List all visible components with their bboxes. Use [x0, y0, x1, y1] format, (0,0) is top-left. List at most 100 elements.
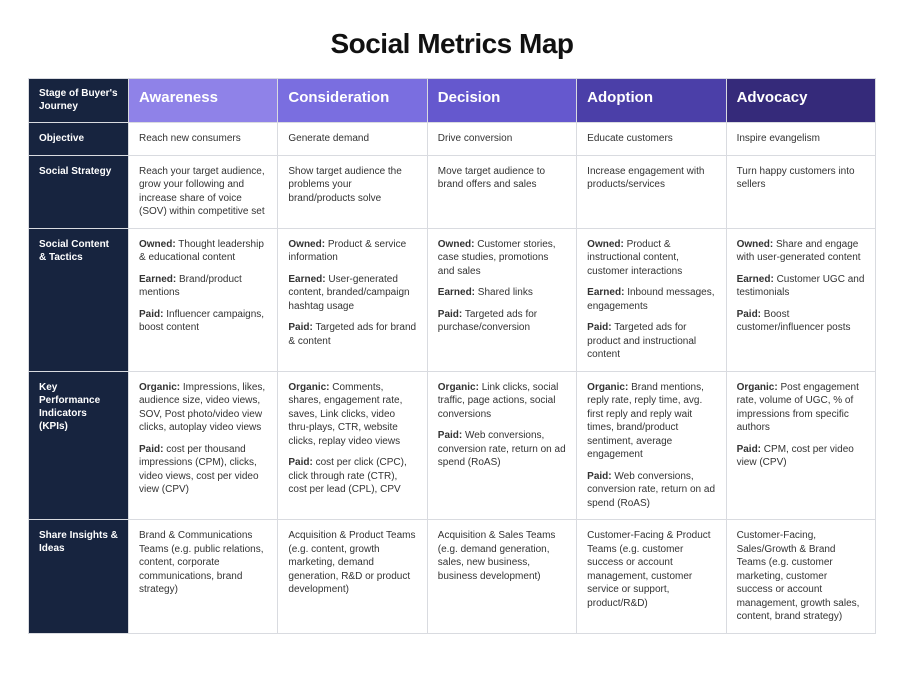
cell-kpis-awareness: Organic: Impressions, likes, audience si…: [129, 371, 278, 520]
cell-share-insights-awareness: Brand & Communications Teams (e.g. publi…: [129, 520, 278, 634]
cell-segment: Organic: Brand mentions, reply rate, rep…: [587, 381, 715, 462]
segment-text: Brand mentions, reply rate, reply time, …: [587, 382, 704, 461]
segment-label: Paid:: [737, 444, 761, 455]
cell-segment: Paid: Influencer campaigns, boost conten…: [139, 308, 267, 335]
cell-segment: Customer-Facing & Product Teams (e.g. cu…: [587, 529, 715, 610]
cell-social-strategy-advocacy: Turn happy customers into sellers: [726, 155, 875, 228]
segment-label: Earned:: [139, 274, 176, 285]
segment-label: Owned:: [587, 239, 624, 250]
cell-segment: Organic: Impressions, likes, audience si…: [139, 381, 267, 435]
cell-segment: Paid: Boost customer/influencer posts: [737, 308, 865, 335]
table-row: Key Performance Indicators (KPIs)Organic…: [29, 371, 876, 520]
cell-segment: Owned: Thought leadership & educational …: [139, 238, 267, 265]
cell-share-insights-decision: Acquisition & Sales Teams (e.g. demand g…: [427, 520, 576, 634]
segment-label: Paid:: [587, 322, 611, 333]
cell-objective-consideration: Generate demand: [278, 123, 427, 156]
segment-label: Paid:: [438, 309, 462, 320]
cell-social-strategy-consideration: Show target audience the problems your b…: [278, 155, 427, 228]
cell-share-insights-adoption: Customer-Facing & Product Teams (e.g. cu…: [577, 520, 726, 634]
cell-share-insights-advocacy: Customer-Facing, Sales/Growth & Brand Te…: [726, 520, 875, 634]
cell-segment: Earned: Customer UGC and testimonials: [737, 273, 865, 300]
cell-segment: Owned: Customer stories, case studies, p…: [438, 238, 566, 279]
cell-social-strategy-awareness: Reach your target audience, grow your fo…: [129, 155, 278, 228]
cell-social-content-tactics-decision: Owned: Customer stories, case studies, p…: [427, 228, 576, 371]
row-header-objective: Objective: [29, 123, 129, 156]
cell-segment: Turn happy customers into sellers: [737, 165, 865, 192]
table-corner: Stage of Buyer's Journey: [29, 79, 129, 123]
cell-segment: Earned: User-generated content, branded/…: [288, 273, 416, 314]
segment-label: Organic:: [438, 382, 479, 393]
cell-segment: Owned: Share and engage with user-genera…: [737, 238, 865, 265]
cell-segment: Paid: Web conversions, conversion rate, …: [438, 429, 566, 470]
page-title: Social Metrics Map: [28, 28, 876, 60]
cell-segment: Educate customers: [587, 132, 715, 146]
segment-label: Paid:: [737, 309, 761, 320]
segment-label: Earned:: [288, 274, 325, 285]
table-row: Social Content & Tactics Owned: Thought l…: [29, 228, 876, 371]
segment-label: Organic:: [587, 382, 628, 393]
segment-label: Paid:: [587, 471, 611, 482]
cell-segment: Paid: Targeted ads for product and instr…: [587, 321, 715, 362]
cell-segment: Reach your target audience, grow your fo…: [139, 165, 267, 219]
cell-segment: Generate demand: [288, 132, 416, 146]
cell-segment: Paid: Targeted ads for brand & content: [288, 321, 416, 348]
cell-segment: Show target audience the problems your b…: [288, 165, 416, 206]
cell-objective-decision: Drive conversion: [427, 123, 576, 156]
cell-segment: Earned: Inbound messages, engagements: [587, 286, 715, 313]
table-row: Objective Reach new consumers Generate dem…: [29, 123, 876, 156]
cell-objective-awareness: Reach new consumers: [129, 123, 278, 156]
cell-segment: Organic: Link clicks, social traffic, pa…: [438, 381, 566, 422]
cell-social-content-tactics-consideration: Owned: Product & service information Earn…: [278, 228, 427, 371]
segment-text: Increase engagement with products/servic…: [587, 166, 704, 191]
segment-label: Owned:: [288, 239, 325, 250]
cell-segment: Paid: Targeted ads for purchase/conversi…: [438, 308, 566, 335]
segment-text: Turn happy customers into sellers: [737, 166, 855, 191]
segment-label: Organic:: [288, 382, 329, 393]
row-header-social-strategy: Social Strategy: [29, 155, 129, 228]
segment-label: Owned:: [139, 239, 176, 250]
cell-segment: Paid: cost per click (CPC), click throug…: [288, 456, 416, 497]
cell-segment: Brand & Communications Teams (e.g. publi…: [139, 529, 267, 597]
segment-label: Paid:: [288, 322, 312, 333]
cell-segment: Organic: Comments, shares, engagement ra…: [288, 381, 416, 449]
segment-label: Paid:: [438, 430, 462, 441]
segment-text: Acquisition & Sales Teams (e.g. demand g…: [438, 530, 556, 582]
cell-segment: Earned: Brand/product mentions: [139, 273, 267, 300]
segment-text: Inspire evangelism: [737, 133, 820, 144]
cell-social-content-tactics-advocacy: Owned: Share and engage with user-genera…: [726, 228, 875, 371]
cell-segment: Acquisition & Sales Teams (e.g. demand g…: [438, 529, 566, 583]
segment-text: Generate demand: [288, 133, 369, 144]
cell-segment: Drive conversion: [438, 132, 566, 146]
cell-segment: Paid: CPM, cost per video view (CPV): [737, 443, 865, 470]
segment-text: Customer-Facing, Sales/Growth & Brand Te…: [737, 530, 860, 622]
cell-segment: Inspire evangelism: [737, 132, 865, 146]
cell-social-strategy-adoption: Increase engagement with products/servic…: [577, 155, 726, 228]
segment-text: Move target audience to brand offers and…: [438, 166, 545, 191]
stage-header-consideration: Consideration: [278, 79, 427, 123]
cell-segment: Move target audience to brand offers and…: [438, 165, 566, 192]
segment-label: Paid:: [139, 444, 163, 455]
cell-objective-advocacy: Inspire evangelism: [726, 123, 875, 156]
cell-segment: Paid: Web conversions, conversion rate, …: [587, 470, 715, 511]
metrics-table: Stage of Buyer's JourneyAwarenessConside…: [28, 78, 876, 634]
cell-social-content-tactics-adoption: Owned: Product & instructional content, …: [577, 228, 726, 371]
segment-text: Acquisition & Product Teams (e.g. conten…: [288, 530, 415, 595]
segment-label: Paid:: [139, 309, 163, 320]
row-header-kpis: Key Performance Indicators (KPIs): [29, 371, 129, 520]
row-header-social-content-tactics: Social Content & Tactics: [29, 228, 129, 371]
cell-segment: Acquisition & Product Teams (e.g. conten…: [288, 529, 416, 597]
cell-segment: Reach new consumers: [139, 132, 267, 146]
segment-label: Earned:: [587, 287, 624, 298]
cell-kpis-advocacy: Organic: Post engagement rate, volume of…: [726, 371, 875, 520]
segment-text: Drive conversion: [438, 133, 512, 144]
table-row: Share Insights & IdeasBrand & Communicat…: [29, 520, 876, 634]
cell-kpis-consideration: Organic: Comments, shares, engagement ra…: [278, 371, 427, 520]
segment-label: Paid:: [288, 457, 312, 468]
cell-segment: Owned: Product & service information: [288, 238, 416, 265]
cell-segment: Owned: Product & instructional content, …: [587, 238, 715, 279]
cell-segment: Customer-Facing, Sales/Growth & Brand Te…: [737, 529, 865, 624]
segment-label: Organic:: [737, 382, 778, 393]
segment-label: Organic:: [139, 382, 180, 393]
segment-text: Customer-Facing & Product Teams (e.g. cu…: [587, 530, 710, 609]
cell-kpis-adoption: Organic: Brand mentions, reply rate, rep…: [577, 371, 726, 520]
